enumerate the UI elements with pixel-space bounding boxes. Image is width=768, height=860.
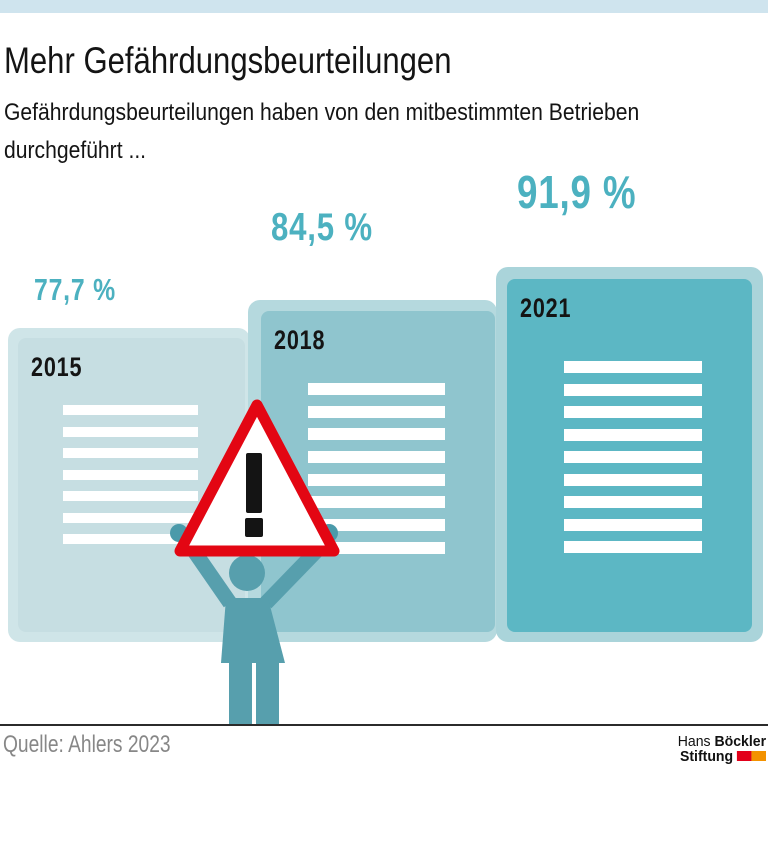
text-placeholder-lines-2015 [63,405,198,544]
placeholder-line [564,541,702,553]
placeholder-line [564,496,702,508]
placeholder-line [564,473,702,486]
placeholder-line [63,469,198,480]
page-title: Mehr Gefährdungsbeurteilungen [4,40,452,81]
placeholder-line [308,473,445,486]
placeholder-line [564,406,702,418]
year-label-2018: 2018 [274,325,326,355]
top-accent-bar [0,0,768,13]
placeholder-line [564,518,702,531]
logo-mark-orange-icon [751,751,766,761]
placeholder-line [308,405,445,418]
left-leg [229,661,252,726]
logo-mark-red-icon [736,751,752,761]
placeholder-line [308,428,445,441]
value-label-2015: 77,7 % [34,272,117,307]
card-2021: 2021 [507,279,752,632]
placeholder-line [63,534,198,544]
year-label-2021: 2021 [520,293,572,323]
placeholder-line [63,491,198,501]
value-label-2021: 91,9 % [517,166,637,218]
hans-boeckler-logo: Hans Böckler Stiftung [678,735,766,765]
head [229,555,265,591]
placeholder-line [308,519,445,532]
logo-marks [736,750,766,765]
text-placeholder-lines-2021 [564,361,702,553]
logo-stiftung: Stiftung [679,749,734,765]
logo-line-1: Hans Böckler [678,735,766,750]
person-figure [170,399,340,726]
placeholder-line [308,496,445,509]
right-leg [256,661,279,726]
placeholder-line [308,383,445,395]
subtitle-line-2: durchgeführt ... [4,137,147,164]
logo-line-2: Stiftung [678,750,766,765]
placeholder-line [564,428,702,441]
placeholder-line [63,426,198,437]
placeholder-line [308,541,445,554]
logo-hans: Hans [677,734,711,750]
placeholder-line [564,383,702,396]
placeholder-line [63,405,198,415]
placeholder-line [308,451,445,464]
placeholder-line [63,448,198,458]
placeholder-line [564,451,702,463]
exclamation-mark-bar [246,453,262,513]
body [221,598,285,663]
exclamation-mark-dot [245,518,263,537]
text-placeholder-lines-2018 [308,383,445,554]
footer-rule [0,724,768,726]
value-label-2018: 84,5 % [271,206,373,249]
placeholder-line [63,512,198,523]
source-text: Quelle: Ahlers 2023 [3,731,171,758]
card-2018: 2018 [261,311,495,632]
placeholder-line [564,361,702,373]
logo-boeckler: Böckler [714,734,766,750]
subtitle-line-1: Gefährdungsbeurteilungen haben von den m… [4,99,640,126]
year-label-2015: 2015 [31,352,83,382]
